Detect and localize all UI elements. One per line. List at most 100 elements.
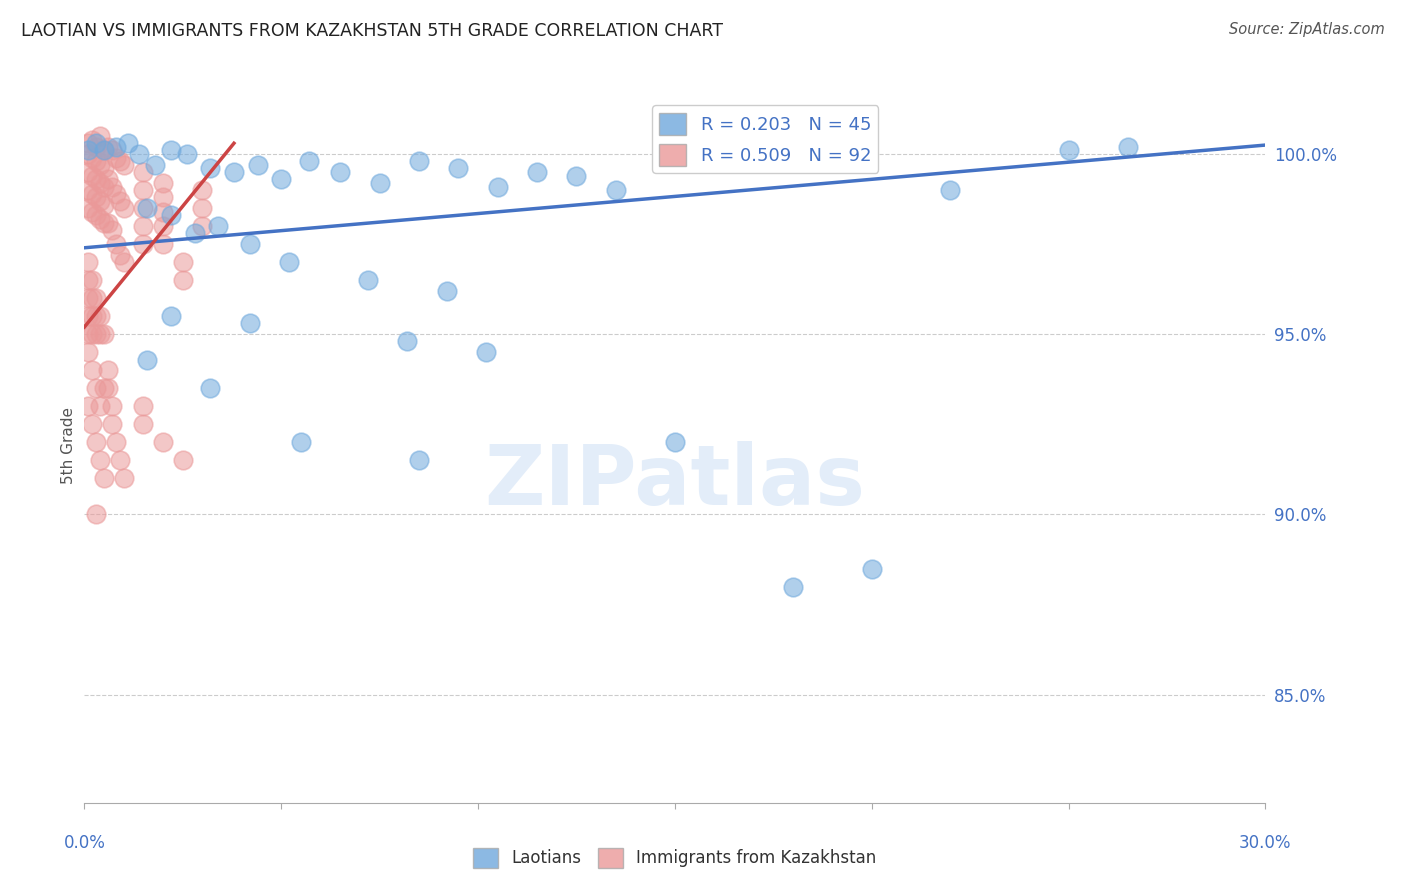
Point — [152, 219, 174, 234]
Point — [84, 310, 107, 324]
Point — [93, 215, 115, 229]
Point — [160, 208, 183, 222]
Point — [89, 176, 111, 190]
Point — [101, 417, 124, 432]
Point — [108, 248, 131, 262]
Point — [860, 561, 883, 575]
Legend: R = 0.203   N = 45, R = 0.509   N = 92: R = 0.203 N = 45, R = 0.509 N = 92 — [652, 105, 879, 173]
Point — [329, 165, 352, 179]
Point — [298, 154, 321, 169]
Point — [89, 453, 111, 467]
Point — [112, 255, 135, 269]
Point — [82, 186, 104, 201]
Legend: Laotians, Immigrants from Kazakhstan: Laotians, Immigrants from Kazakhstan — [467, 841, 883, 875]
Text: ZIPatlas: ZIPatlas — [485, 442, 865, 522]
Point — [239, 317, 262, 331]
Point — [270, 172, 292, 186]
Point — [101, 144, 124, 158]
Point — [132, 237, 155, 252]
Point — [84, 435, 107, 450]
Point — [84, 381, 107, 395]
Point — [368, 176, 391, 190]
Point — [77, 310, 100, 324]
Point — [89, 194, 111, 208]
Point — [82, 169, 104, 183]
Point — [84, 508, 107, 522]
Point — [278, 255, 301, 269]
Point — [160, 310, 183, 324]
Point — [101, 400, 124, 414]
Point — [447, 161, 470, 176]
Point — [104, 186, 127, 201]
Point — [207, 219, 229, 234]
Point — [82, 310, 104, 324]
Point — [160, 144, 183, 158]
Point — [112, 201, 135, 215]
Point — [408, 453, 430, 467]
Point — [77, 291, 100, 305]
Point — [84, 172, 107, 186]
Point — [152, 176, 174, 190]
Point — [93, 327, 115, 342]
Point — [152, 190, 174, 204]
Point — [782, 580, 804, 594]
Point — [128, 147, 150, 161]
Point — [1116, 140, 1139, 154]
Point — [93, 144, 115, 158]
Point — [436, 284, 458, 298]
Point — [108, 194, 131, 208]
Point — [77, 144, 100, 158]
Point — [246, 158, 269, 172]
Point — [84, 190, 107, 204]
Point — [782, 154, 804, 169]
Point — [132, 165, 155, 179]
Text: LAOTIAN VS IMMIGRANTS FROM KAZAKHSTAN 5TH GRADE CORRELATION CHART: LAOTIAN VS IMMIGRANTS FROM KAZAKHSTAN 5T… — [21, 22, 723, 40]
Point — [82, 327, 104, 342]
Point — [84, 136, 107, 151]
Point — [77, 400, 100, 414]
Point — [191, 201, 214, 215]
Point — [104, 237, 127, 252]
Point — [77, 327, 100, 342]
Text: 30.0%: 30.0% — [1239, 834, 1292, 852]
Point — [77, 136, 100, 151]
Point — [89, 211, 111, 226]
Point — [84, 291, 107, 305]
Point — [396, 334, 419, 349]
Point — [84, 140, 107, 154]
Point — [152, 435, 174, 450]
Point — [77, 345, 100, 359]
Point — [82, 417, 104, 432]
Point — [239, 237, 262, 252]
Point — [97, 172, 120, 186]
Point — [565, 169, 588, 183]
Point — [172, 273, 194, 287]
Point — [132, 417, 155, 432]
Point — [89, 327, 111, 342]
Point — [664, 435, 686, 450]
Point — [101, 223, 124, 237]
Point — [77, 273, 100, 287]
Point — [82, 151, 104, 165]
Point — [104, 435, 127, 450]
Point — [172, 255, 194, 269]
Text: 0.0%: 0.0% — [63, 834, 105, 852]
Point — [200, 381, 222, 395]
Point — [77, 147, 100, 161]
Point — [77, 201, 100, 215]
Point — [93, 197, 115, 211]
Point — [136, 201, 159, 215]
Point — [132, 219, 155, 234]
Point — [84, 208, 107, 222]
Point — [84, 154, 107, 169]
Point — [97, 140, 120, 154]
Point — [132, 201, 155, 215]
Point — [200, 161, 222, 176]
Point — [112, 471, 135, 485]
Point — [89, 129, 111, 144]
Point — [77, 255, 100, 269]
Point — [176, 147, 198, 161]
Point — [132, 400, 155, 414]
Point — [408, 154, 430, 169]
Point — [605, 183, 627, 197]
